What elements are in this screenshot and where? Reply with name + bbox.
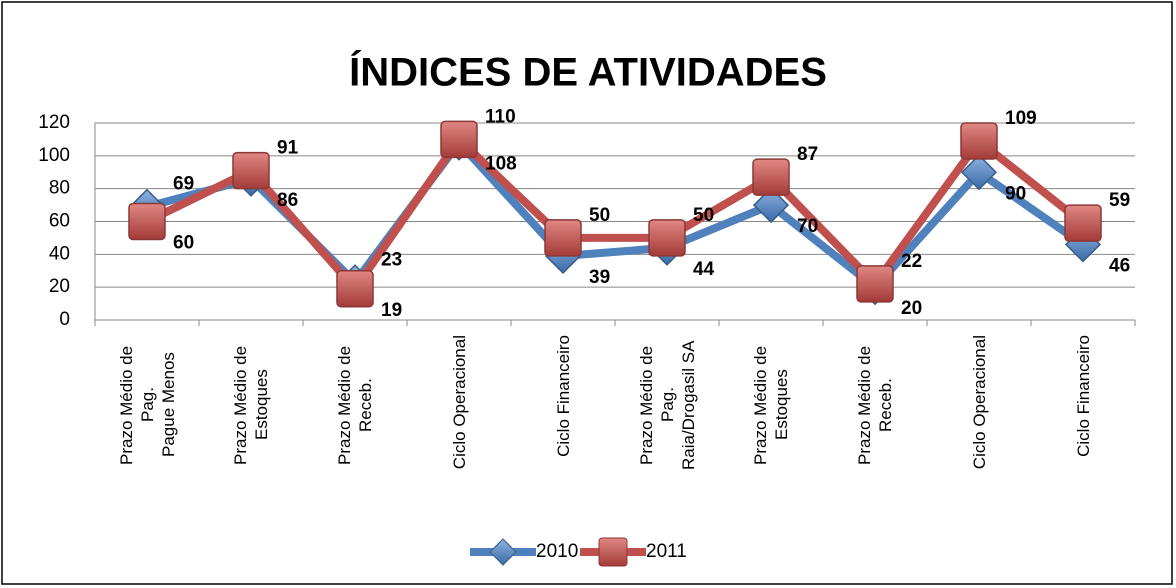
legend-marker (489, 538, 517, 566)
y-tick-label: 40 (49, 243, 70, 264)
y-tick-label: 100 (38, 145, 70, 166)
data-label: 20 (901, 298, 922, 319)
data-label: 23 (381, 249, 402, 270)
x-tick-label: Ciclo Operacional (969, 335, 989, 470)
data-label: 108 (485, 154, 517, 175)
x-tick-label: Prazo Médio de Estoques (751, 345, 791, 465)
data-label: 59 (1109, 190, 1130, 211)
marker (1064, 204, 1102, 242)
data-label: 90 (1005, 183, 1026, 204)
marker (752, 158, 790, 196)
data-label: 87 (797, 144, 818, 165)
x-tick-label: Ciclo Operacional (449, 335, 469, 470)
marker (232, 151, 270, 190)
data-label: 46 (1109, 255, 1130, 276)
y-tick-label: 20 (49, 276, 70, 297)
data-label: 19 (381, 300, 402, 321)
x-tick-label: Ciclo Financeiro (1073, 335, 1093, 457)
y-tick-label: 60 (49, 211, 70, 232)
x-tick-label: Ciclo Financeiro (553, 335, 573, 457)
y-tick-label: 80 (49, 178, 70, 199)
x-tick-label: Prazo Médio de Receb. (855, 345, 895, 465)
marker (752, 187, 790, 224)
legend-label: 2011 (646, 541, 687, 562)
x-tick-label: Prazo Médio de Estoques (231, 345, 271, 465)
x-tick-label: Prazo Médio de Pag. Raia/Drogasil SA (636, 340, 698, 470)
marker (960, 154, 998, 191)
data-label: 39 (589, 267, 610, 288)
data-label: 60 (173, 233, 194, 254)
x-tick-label: Prazo Médio de Pag. Pague Menos (116, 345, 178, 465)
data-label: 110 (485, 106, 516, 127)
chart-title: ÍNDICES DE ATIVIDADES (349, 50, 827, 95)
legend-label: 2010 (536, 541, 578, 562)
data-label: 70 (797, 216, 818, 237)
data-label: 109 (1005, 108, 1037, 129)
data-label: 86 (277, 190, 298, 211)
marker (544, 219, 582, 257)
y-tick-label: 0 (59, 309, 70, 330)
data-label: 91 (277, 138, 299, 159)
data-label: 50 (589, 205, 610, 226)
legend-marker (598, 537, 628, 567)
marker (648, 219, 686, 257)
data-label: 22 (901, 251, 922, 272)
marker (336, 270, 374, 308)
series-line (145, 135, 1086, 293)
x-tick-label: Prazo Médio de Receb. (335, 345, 375, 465)
marker (128, 202, 166, 241)
y-tick-label: 120 (38, 112, 70, 133)
data-label: 69 (173, 174, 194, 195)
marker (440, 120, 478, 159)
marker (856, 265, 894, 303)
data-label: 50 (693, 205, 714, 226)
data-label: 44 (693, 259, 715, 280)
marker (960, 122, 998, 160)
